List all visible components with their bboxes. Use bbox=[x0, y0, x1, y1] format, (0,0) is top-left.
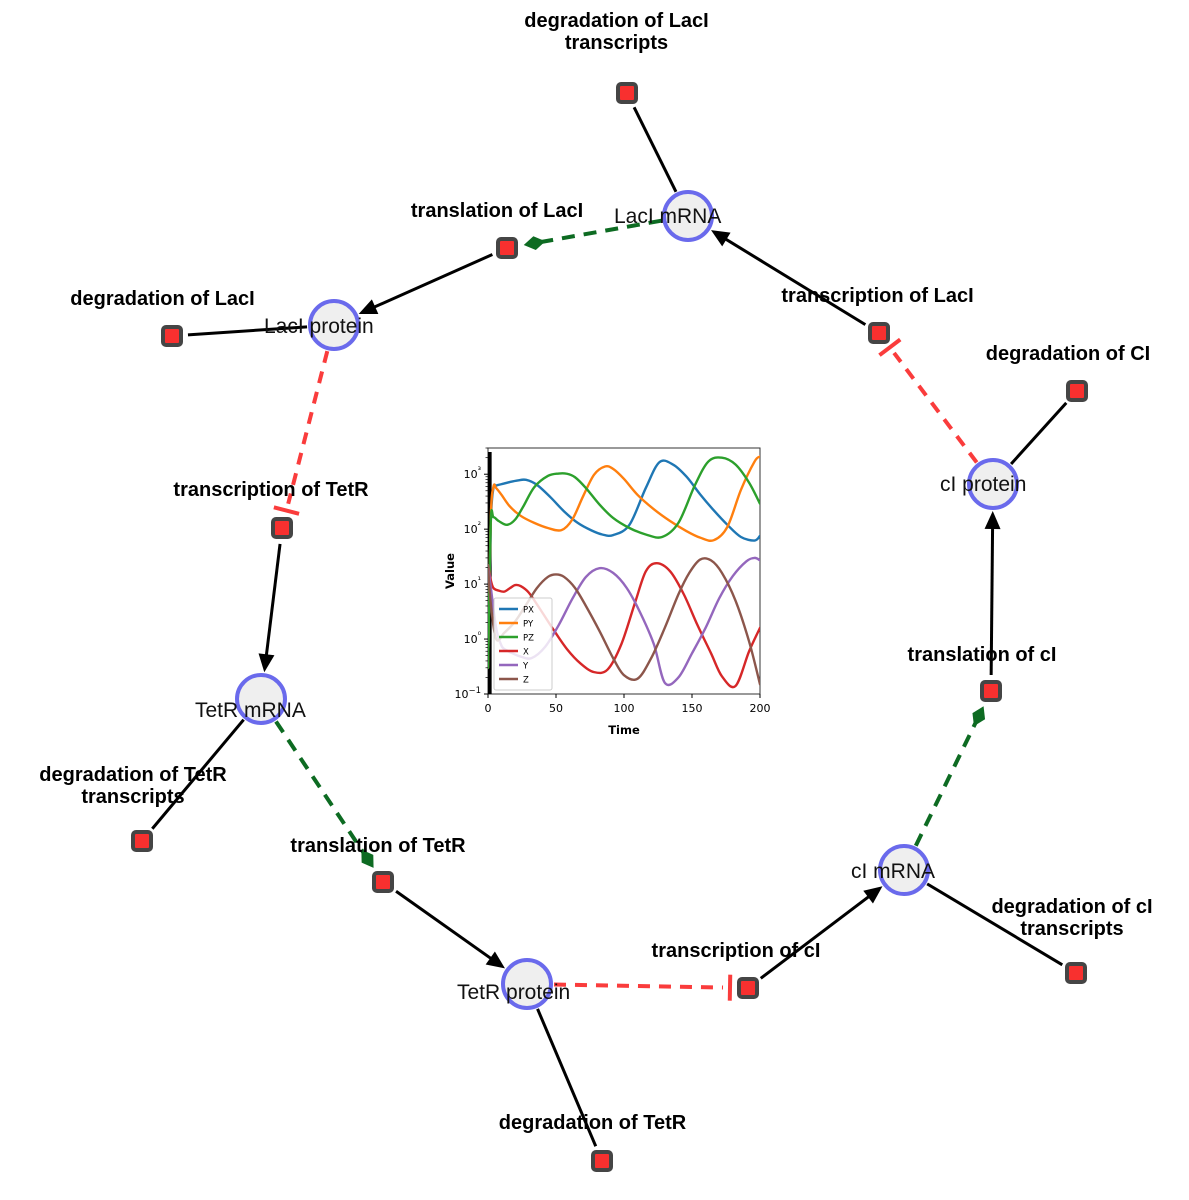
chart-xaxis-label: Time bbox=[608, 723, 640, 737]
edge-transcription_ci-to-ci_mrna bbox=[759, 890, 877, 980]
reaction-label-transcription_tetr: transcription of TetR bbox=[173, 479, 369, 501]
species-node-ci_protein[interactable] bbox=[967, 458, 1019, 510]
legend-label-PX: PX bbox=[523, 606, 534, 616]
legend-label-X: X bbox=[523, 648, 529, 658]
edge-tetr_protein-to-deg_tetr bbox=[536, 1008, 598, 1147]
reaction-node-transcription_tetr[interactable] bbox=[271, 517, 293, 539]
species-label-tetr_protein: TetR protein bbox=[457, 981, 571, 1004]
y-tick-label: 10⁰ bbox=[464, 631, 482, 646]
chart-legend-box bbox=[493, 597, 553, 691]
edge-transcription_laci-to-laci_mrna bbox=[717, 233, 867, 326]
reaction-label-deg_ci: degradation of CI bbox=[985, 343, 1151, 365]
chart-yaxis-label: Value bbox=[443, 553, 457, 589]
x-tick-label: 100 bbox=[614, 702, 635, 715]
reaction-node-deg_ci[interactable] bbox=[1066, 380, 1088, 402]
reaction-label-translation_tetr: translation of TetR bbox=[290, 835, 466, 857]
arrowhead-icon bbox=[984, 510, 1001, 530]
species-label-ci_mrna: cI mRNA bbox=[851, 860, 935, 883]
y-tick-label: 10³ bbox=[464, 466, 481, 481]
species-node-laci_protein[interactable] bbox=[308, 299, 360, 351]
reaction-node-transcription_laci[interactable] bbox=[868, 322, 890, 344]
legend-label-PY: PY bbox=[523, 620, 534, 630]
reaction-label-deg_laci_tx: degradation of LacI transcripts bbox=[524, 10, 709, 54]
chart-svg: 0 50 100 150 20010−110⁰10¹10²10³TimeValuePXP… bbox=[440, 436, 770, 746]
edge-transcription_tetr-to-tetr_mrna bbox=[263, 543, 282, 664]
diamond-arrowhead-icon bbox=[523, 236, 546, 251]
edge-deg_laci_tx-to-laci_mrna bbox=[632, 106, 678, 193]
chart-series-PZ bbox=[488, 456, 760, 669]
species-node-laci_mrna[interactable] bbox=[662, 190, 714, 242]
y-tick-label: 10¹ bbox=[464, 576, 481, 591]
reaction-node-deg_laci[interactable] bbox=[161, 325, 183, 347]
diamond-arrowhead-icon bbox=[361, 849, 374, 868]
species-label-laci_mrna: LacI mRNA bbox=[614, 205, 722, 228]
reaction-node-deg_tetr_tx[interactable] bbox=[131, 830, 153, 852]
chart-series-PX bbox=[488, 459, 760, 669]
edge-ci_protein-to-transcription_laci bbox=[892, 351, 979, 464]
reaction-label-transcription_ci: transcription of cI bbox=[651, 940, 821, 962]
x-tick-label: 150 bbox=[682, 702, 703, 715]
arrowhead-icon bbox=[358, 299, 379, 315]
reaction-node-deg_ci_tx[interactable] bbox=[1065, 962, 1087, 984]
y-tick-label: 10² bbox=[464, 521, 481, 536]
species-node-tetr_mrna[interactable] bbox=[235, 673, 287, 725]
reaction-node-transcription_ci[interactable] bbox=[737, 977, 759, 999]
inset-timeseries-chart: 0 50 100 150 200 10−1 10⁰ 10¹ 10² 10³ Time Value PX P… bbox=[440, 436, 770, 746]
reaction-label-translation_laci: translation of LacI bbox=[410, 200, 584, 222]
edge-ci_mrna-to-deg_ci_tx bbox=[926, 882, 1064, 967]
species-label-ci_protein: cI protein bbox=[940, 473, 1027, 496]
inhibition-tee-icon bbox=[273, 505, 300, 516]
legend-label-Z: Z bbox=[523, 676, 529, 686]
edge-translation_ci-to-ci_protein bbox=[989, 519, 995, 676]
reaction-label-transcription_laci: transcription of LacI bbox=[781, 285, 974, 307]
x-tick-label: 200 bbox=[750, 702, 771, 715]
reaction-node-translation_ci[interactable] bbox=[980, 680, 1002, 702]
edge-deg_ci-to-ci_protein bbox=[1009, 401, 1068, 465]
reaction-label-translation_ci: translation of cI bbox=[907, 644, 1057, 666]
reaction-node-deg_tetr[interactable] bbox=[591, 1150, 613, 1172]
edge-deg_laci-to-laci_protein bbox=[187, 325, 308, 337]
arrowhead-icon bbox=[711, 230, 731, 247]
edge-translation_laci-to-laci_protein bbox=[366, 253, 493, 312]
species-node-ci_mrna[interactable] bbox=[878, 844, 930, 896]
edge-translation_tetr-to-tetr_protein bbox=[395, 890, 499, 965]
reaction-node-translation_tetr[interactable] bbox=[372, 871, 394, 893]
reaction-label-deg_tetr: degradation of TetR bbox=[498, 1112, 687, 1134]
arrowhead-icon bbox=[258, 653, 275, 673]
edge-laci_protein-to-transcription_tetr bbox=[286, 350, 330, 505]
reaction-node-translation_laci[interactable] bbox=[496, 237, 518, 259]
legend-label-Y: Y bbox=[522, 662, 529, 672]
reaction-label-deg_ci_tx: degradation of cI transcripts bbox=[991, 896, 1153, 940]
reaction-label-deg_tetr_tx: degradation of TetR transcripts bbox=[39, 764, 227, 808]
edge-ci_mrna-to-translation_ci bbox=[914, 712, 982, 847]
edge-tetr_mrna-to-deg_tetr_tx bbox=[151, 718, 245, 830]
species-label-tetr_mrna: TetR mRNA bbox=[195, 699, 306, 722]
chart-series-X bbox=[488, 562, 760, 689]
chart-series-PY bbox=[488, 455, 760, 669]
reaction-node-deg_laci_tx[interactable] bbox=[616, 82, 638, 104]
x-tick-label: 0 bbox=[485, 702, 492, 715]
arrowhead-icon bbox=[485, 951, 505, 969]
inhibition-tee-icon bbox=[878, 337, 902, 357]
edge-tetr_protein-to-transcription_ci bbox=[553, 982, 724, 990]
x-tick-label: 50 bbox=[549, 702, 563, 715]
arrowhead-icon bbox=[863, 886, 883, 904]
reaction-label-deg_laci: degradation of LacI bbox=[70, 288, 255, 310]
diamond-arrowhead-icon bbox=[972, 706, 986, 727]
edge-tetr_mrna-to-translation_tetr bbox=[274, 720, 371, 863]
species-label-laci_protein: LacI protein bbox=[264, 315, 374, 338]
legend-label-PZ: PZ bbox=[523, 634, 534, 644]
species-node-tetr_protein[interactable] bbox=[501, 958, 553, 1010]
